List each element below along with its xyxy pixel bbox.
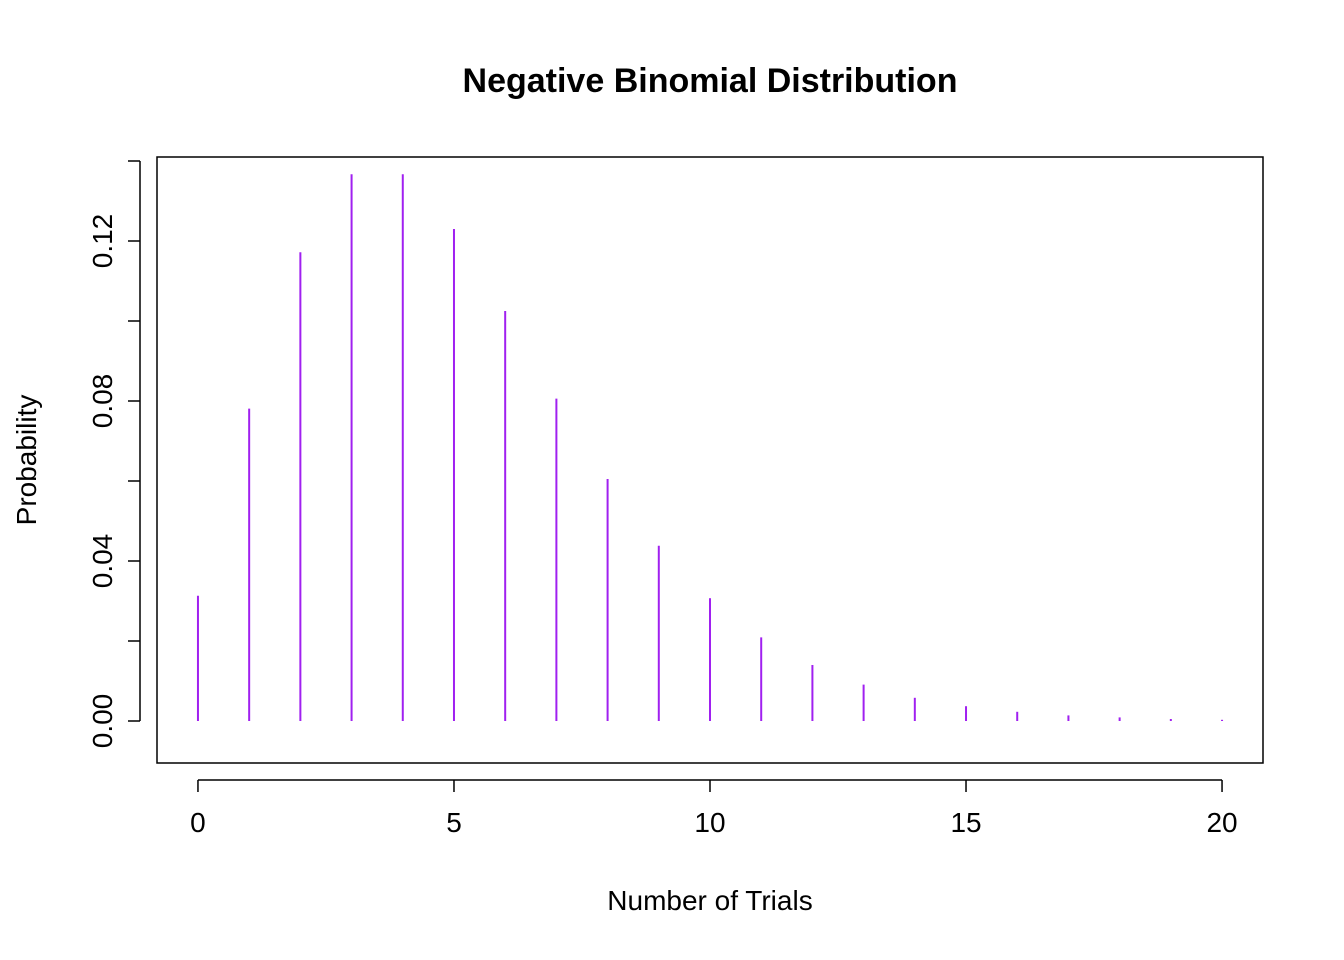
y-tick-label: 0.00 bbox=[87, 694, 118, 749]
y-axis: 0.00 0.04 0.08 0.12 bbox=[87, 160, 141, 749]
y-axis-label: Probability bbox=[11, 395, 42, 526]
y-tick-label: 0.12 bbox=[87, 214, 118, 269]
x-tick-label: 0 bbox=[190, 807, 206, 838]
x-tick-label: 5 bbox=[446, 807, 462, 838]
y-tick-label: 0.04 bbox=[87, 534, 118, 589]
bar-series bbox=[196, 174, 1224, 721]
chart-title: Negative Binomial Distribution bbox=[463, 62, 958, 100]
x-tick-label: 10 bbox=[694, 807, 725, 838]
plot-area-frame bbox=[156, 156, 1264, 764]
x-tick-label: 20 bbox=[1206, 807, 1237, 838]
x-axis-label: Number of Trials bbox=[607, 885, 812, 916]
x-axis: 0 5 10 15 20 bbox=[190, 779, 1238, 838]
y-tick-label: 0.08 bbox=[87, 374, 118, 429]
x-tick-label: 15 bbox=[950, 807, 981, 838]
